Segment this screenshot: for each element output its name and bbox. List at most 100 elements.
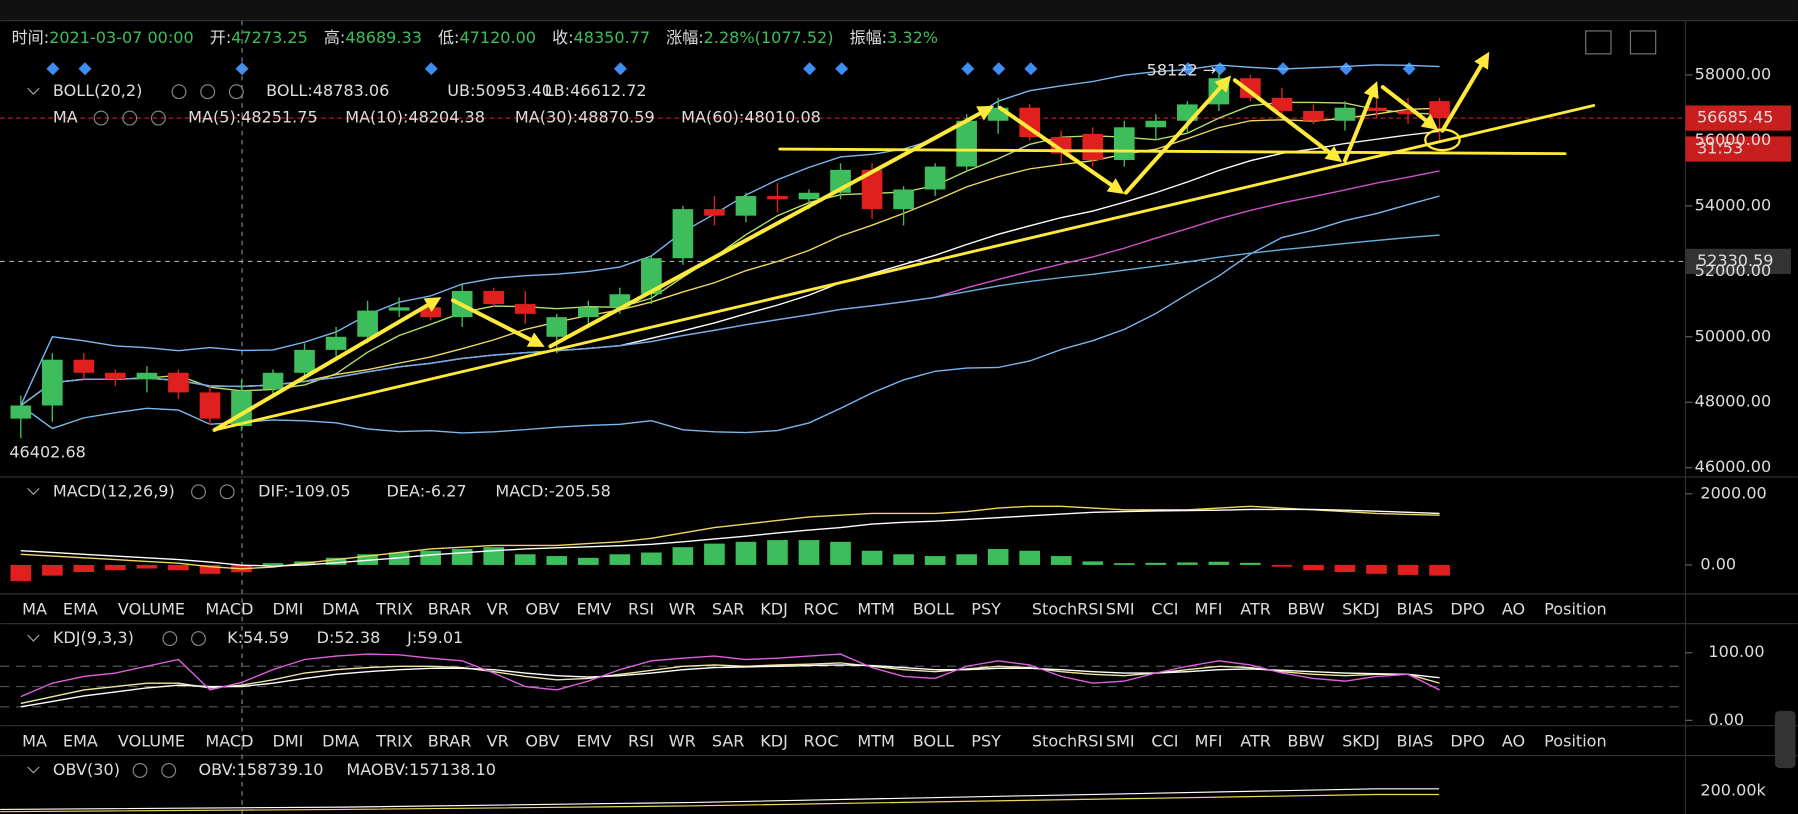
info-value: 47120.00: [459, 27, 536, 46]
indicator-tab[interactable]: PSY: [971, 731, 1001, 750]
indicator-tab[interactable]: MTM: [857, 731, 895, 750]
indicator-tab[interactable]: SKDJ: [1342, 599, 1380, 618]
macd-bar: [73, 564, 95, 573]
macd-bar: [357, 554, 378, 565]
indicator-tab[interactable]: StochRSI: [1032, 599, 1103, 618]
y-tick-label: 46000.00: [1695, 457, 1772, 476]
indicator-tab[interactable]: DPO: [1450, 599, 1485, 618]
indicator-tab[interactable]: VR: [487, 599, 509, 618]
indicator-tab[interactable]: DMA: [322, 599, 359, 618]
indicator-tab[interactable]: ROC: [804, 599, 839, 618]
fullscreen-icon[interactable]: [1629, 30, 1657, 55]
indicator-tab[interactable]: Position: [1544, 731, 1606, 750]
candle-body: [1429, 101, 1450, 118]
candle-body: [388, 307, 410, 311]
indicator-tab[interactable]: PSY: [971, 599, 1001, 618]
indicator-tab[interactable]: ROC: [804, 731, 839, 750]
y-tick-label: 48000.00: [1695, 392, 1772, 411]
indicator-tab[interactable]: BRAR: [428, 731, 472, 750]
indicator-tab[interactable]: CCI: [1151, 731, 1178, 750]
indicator-tab[interactable]: BOLL: [913, 599, 954, 618]
row-icon: [150, 110, 166, 126]
info-label: 开:: [210, 27, 231, 46]
candle-body: [105, 372, 126, 380]
indicator-tab[interactable]: OBV: [525, 731, 559, 750]
macd-bar: [1334, 564, 1356, 573]
indicator-tab[interactable]: OBV: [525, 599, 559, 618]
indicator-tab[interactable]: WR: [669, 731, 696, 750]
info-label: 涨幅:: [666, 27, 704, 46]
candle-body: [924, 166, 946, 190]
row-icon: [171, 84, 187, 100]
indicator-tab[interactable]: CCI: [1151, 599, 1178, 618]
indicator-tab[interactable]: RSI: [628, 599, 654, 618]
row-icon: [200, 84, 216, 100]
indicator-tab[interactable]: MFI: [1195, 599, 1223, 618]
indicator-tab[interactable]: MACD: [205, 731, 253, 750]
indicator-tab[interactable]: EMV: [577, 731, 612, 750]
indicator-tab[interactable]: KDJ: [760, 599, 788, 618]
indicator-tab[interactable]: AO: [1502, 731, 1525, 750]
indicator-name: KDJ(9,3,3): [53, 628, 134, 647]
indicator-tab[interactable]: BBW: [1287, 599, 1324, 618]
indicator-tab[interactable]: KDJ: [760, 731, 788, 750]
indicator-tab[interactable]: AO: [1502, 599, 1525, 618]
macd-bar: [1019, 550, 1041, 565]
macd-bar: [830, 541, 851, 565]
indicator-tab[interactable]: SMI: [1106, 731, 1135, 750]
price-marker: 52330.59: [1697, 251, 1774, 270]
indicator-value: UB:50953.40: [447, 81, 552, 100]
y-tick-label: 100.00: [1708, 642, 1764, 661]
indicator-tab[interactable]: RSI: [628, 731, 654, 750]
indicator-tab[interactable]: ATR: [1240, 599, 1271, 618]
indicator-tab[interactable]: SMI: [1106, 599, 1135, 618]
indicator-tab[interactable]: SAR: [712, 599, 745, 618]
indicator-tab[interactable]: BIAS: [1396, 599, 1433, 618]
scrollbar[interactable]: [1774, 710, 1796, 769]
top-toolbar: [0, 0, 1798, 21]
macd-bar: [1145, 562, 1167, 565]
indicator-tab[interactable]: TRIX: [375, 599, 413, 618]
indicator-tab[interactable]: VOLUME: [118, 599, 185, 618]
macd-bar: [1240, 562, 1261, 565]
indicator-tab[interactable]: VOLUME: [118, 731, 185, 750]
indicator-tab[interactable]: BOLL: [913, 731, 954, 750]
y-tick-label: 0.00: [1708, 710, 1744, 729]
candle-body: [514, 304, 536, 314]
drawings: [212, 51, 1596, 432]
indicator-tab[interactable]: MA: [22, 731, 47, 750]
indicator-tab[interactable]: DMI: [272, 599, 303, 618]
macd-bar: [388, 552, 410, 565]
indicator-tab[interactable]: EMV: [577, 599, 612, 618]
indicator-tab[interactable]: DMA: [322, 731, 359, 750]
indicator-tab[interactable]: BIAS: [1396, 731, 1433, 750]
high-label: 58122 →: [1147, 61, 1217, 80]
indicator-tab[interactable]: VR: [487, 731, 509, 750]
indicator-tab[interactable]: EMA: [63, 731, 98, 750]
arrow: [997, 105, 1125, 194]
indicator-tab[interactable]: MFI: [1195, 731, 1223, 750]
indicator-tab[interactable]: MTM: [857, 599, 895, 618]
indicator-tab[interactable]: BBW: [1287, 731, 1324, 750]
indicator-tab[interactable]: DPO: [1450, 731, 1485, 750]
indicator-tab[interactable]: WR: [669, 599, 696, 618]
price-box: [1685, 248, 1791, 275]
indicator-value: MACD:-205.58: [495, 481, 610, 500]
candle-body: [168, 372, 189, 393]
candle-body: [294, 349, 315, 373]
indicator-tab[interactable]: EMA: [63, 599, 98, 618]
indicator-tab[interactable]: StochRSI: [1032, 731, 1103, 750]
indicator-tab[interactable]: Position: [1544, 599, 1606, 618]
indicator-tab[interactable]: SAR: [712, 731, 745, 750]
settings-icon[interactable]: [1585, 30, 1612, 55]
indicator-tab[interactable]: DMI: [272, 731, 303, 750]
maobv-line: [0, 793, 1439, 813]
dea-line: [20, 508, 1440, 567]
indicator-tab[interactable]: BRAR: [428, 599, 472, 618]
indicator-tab[interactable]: SKDJ: [1342, 731, 1380, 750]
indicator-tab[interactable]: TRIX: [375, 731, 413, 750]
indicator-tab[interactable]: MA: [22, 599, 47, 618]
indicator-tab[interactable]: MACD: [205, 599, 253, 618]
indicator-tab[interactable]: ATR: [1240, 731, 1271, 750]
candle-body: [42, 359, 63, 406]
